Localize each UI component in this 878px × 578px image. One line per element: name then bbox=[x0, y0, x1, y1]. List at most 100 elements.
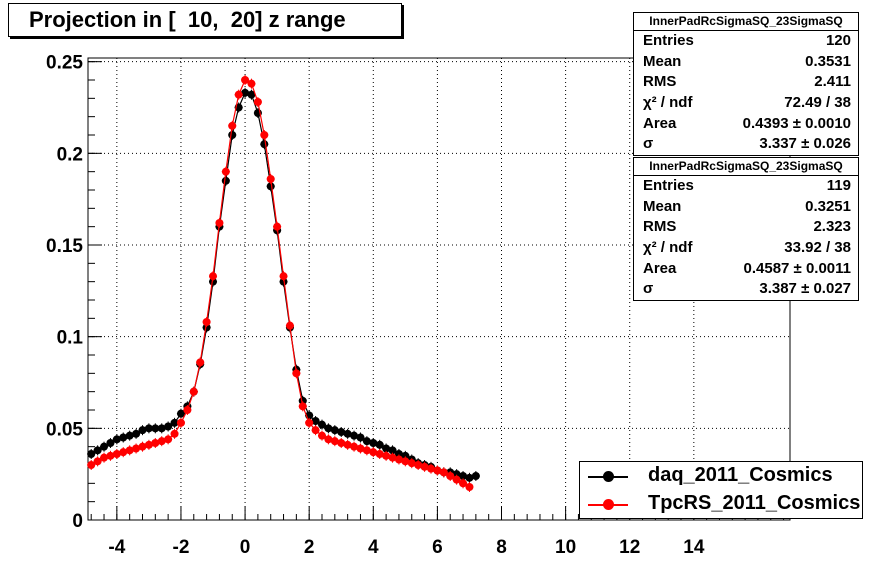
data-point bbox=[228, 121, 237, 130]
data-point bbox=[215, 219, 224, 227]
data-point bbox=[356, 444, 365, 453]
data-point bbox=[350, 431, 359, 440]
data-point bbox=[388, 453, 397, 462]
data-point bbox=[209, 277, 218, 286]
stat-label: RMS bbox=[643, 73, 677, 91]
data-point bbox=[100, 453, 109, 462]
data-point bbox=[170, 418, 179, 427]
data-point bbox=[343, 440, 352, 449]
data-point bbox=[228, 131, 237, 139]
data-point bbox=[471, 472, 480, 480]
data-point bbox=[324, 424, 333, 433]
data-point bbox=[202, 323, 211, 332]
data-point bbox=[420, 462, 429, 471]
data-point bbox=[157, 424, 166, 433]
axes-layer: -4 -2 0 2 4 6 8 10 12 14 0 0.05 0.1 0.15 0.2 0.25 bbox=[46, 53, 791, 558]
stat-value: 3.337 ± 0.026 bbox=[759, 135, 851, 153]
stat-row-chi2: χ² / ndf 33.92 / 38 bbox=[634, 238, 858, 259]
data-point bbox=[234, 90, 243, 99]
data-point bbox=[375, 450, 384, 458]
data-point bbox=[343, 429, 352, 438]
data-point bbox=[369, 439, 378, 447]
x-tick-label: 0 bbox=[240, 537, 251, 558]
data-point bbox=[189, 387, 198, 396]
y-tick-label: 0.05 bbox=[46, 419, 83, 440]
data-point bbox=[183, 406, 192, 414]
stat-value: 3.387 ± 0.027 bbox=[759, 280, 851, 298]
stats-box-daq: InnerPadRcSigmaSQ_23SigmaSQ Entries 120 M… bbox=[633, 12, 859, 157]
data-point bbox=[112, 450, 121, 458]
y-tick-label: 0.2 bbox=[57, 144, 83, 165]
data-point bbox=[106, 451, 115, 460]
stat-value: 0.4587 ± 0.0011 bbox=[743, 259, 852, 277]
data-point bbox=[452, 470, 461, 479]
stats-box-name: InnerPadRcSigmaSQ_23SigmaSQ bbox=[634, 158, 858, 176]
data-point bbox=[401, 451, 410, 460]
stat-row-rms: RMS 2.411 bbox=[634, 72, 858, 93]
legend-entry-tpcrs: TpcRS_2011_Cosmics bbox=[580, 490, 862, 518]
data-point bbox=[221, 167, 230, 176]
legend-label: TpcRS_2011_Cosmics bbox=[648, 492, 861, 514]
data-point bbox=[311, 417, 320, 425]
data-point bbox=[452, 475, 461, 484]
stat-row-area: Area 0.4587 ± 0.0011 bbox=[634, 259, 858, 280]
data-point bbox=[132, 444, 141, 453]
data-point bbox=[273, 222, 282, 231]
stat-row-entries: Entries 120 bbox=[634, 31, 858, 52]
x-tick-label: 2 bbox=[304, 537, 315, 558]
data-point bbox=[221, 176, 230, 185]
data-point bbox=[337, 428, 346, 436]
data-point bbox=[247, 90, 256, 99]
data-point bbox=[465, 483, 474, 491]
stat-label: Area bbox=[643, 114, 677, 132]
data-point bbox=[394, 450, 403, 458]
data-point bbox=[285, 321, 294, 330]
data-point bbox=[119, 448, 128, 457]
x-tick-label: -4 bbox=[108, 537, 125, 558]
stat-row-sigma: σ 3.337 ± 0.026 bbox=[634, 134, 858, 155]
stat-label: Entries bbox=[643, 32, 694, 49]
stat-label: χ² / ndf bbox=[643, 239, 693, 257]
data-point bbox=[87, 450, 96, 458]
stat-value: 0.3531 bbox=[805, 52, 851, 70]
data-point bbox=[132, 429, 141, 438]
data-point bbox=[151, 424, 160, 433]
data-point bbox=[394, 455, 403, 464]
stat-value: 2.323 bbox=[813, 218, 851, 236]
stat-row-rms: RMS 2.323 bbox=[634, 217, 858, 238]
data-point bbox=[426, 464, 435, 473]
stat-label: σ bbox=[643, 135, 654, 153]
data-point bbox=[144, 424, 153, 433]
data-point bbox=[119, 433, 128, 442]
legend-entry-daq: daq_2011_Cosmics bbox=[580, 462, 862, 490]
data-point bbox=[266, 182, 275, 191]
data-point bbox=[375, 440, 384, 449]
data-point bbox=[330, 426, 339, 435]
data-point bbox=[439, 468, 448, 477]
chart-title: Projection in [ 10, 20] z range bbox=[8, 3, 402, 37]
stat-value: 2.411 bbox=[814, 73, 851, 91]
stat-value: 120 bbox=[825, 32, 851, 49]
data-point bbox=[401, 457, 410, 466]
stat-label: Mean bbox=[643, 197, 682, 215]
data-point bbox=[324, 435, 333, 444]
data-point bbox=[202, 318, 211, 326]
data-point bbox=[170, 429, 179, 438]
y-tick-label: 0 bbox=[72, 511, 83, 532]
data-point bbox=[138, 442, 147, 451]
data-point bbox=[87, 461, 96, 469]
stats-box-name: InnerPadRcSigmaSQ_23SigmaSQ bbox=[634, 13, 858, 31]
stat-row-entries: Entries 119 bbox=[634, 176, 858, 197]
stat-label: Area bbox=[643, 259, 677, 277]
data-point bbox=[112, 435, 121, 444]
data-point bbox=[241, 76, 250, 84]
stat-value: 0.4393 ± 0.0010 bbox=[742, 114, 851, 132]
x-tick-label: 6 bbox=[432, 537, 443, 558]
legend-label: daq_2011_Cosmics bbox=[648, 464, 833, 486]
data-point bbox=[356, 433, 365, 442]
data-point bbox=[106, 439, 115, 447]
data-point bbox=[279, 272, 288, 281]
legend: daq_2011_Cosmics TpcRS_2011_Cosmics bbox=[579, 461, 863, 519]
x-tick-label: 12 bbox=[619, 537, 640, 558]
y-tick-label: 0.1 bbox=[57, 328, 84, 349]
